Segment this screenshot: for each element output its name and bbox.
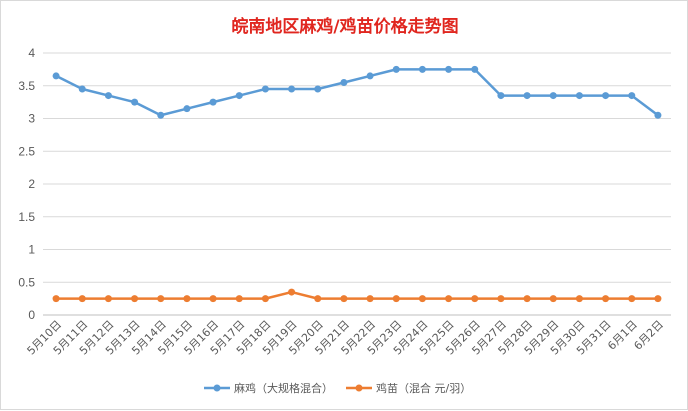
legend-item: 麻鸡（大规格混合）	[204, 381, 333, 395]
data-point	[314, 85, 322, 93]
legend-swatch-marker	[355, 384, 363, 392]
data-point	[654, 111, 662, 119]
legend-label: 麻鸡（大规格混合）	[234, 381, 333, 395]
data-point	[602, 92, 610, 100]
chart-title: 皖南地区麻鸡/鸡苗价格走势图	[231, 16, 458, 37]
data-point	[366, 72, 374, 80]
data-point	[471, 295, 479, 303]
data-point	[288, 85, 296, 93]
data-point	[654, 295, 662, 303]
data-point	[235, 295, 243, 303]
y-axis-ticks: 0 0.5 1 1.5 2 2.5 3 3.5 4	[18, 46, 35, 322]
data-point	[340, 295, 348, 303]
data-point	[497, 92, 505, 100]
data-point	[52, 72, 60, 80]
series-line	[56, 290, 658, 300]
series-line	[55, 68, 659, 117]
data-point	[52, 295, 60, 303]
data-point	[549, 92, 557, 100]
y-tick-label: 1.5	[18, 210, 35, 224]
data-point	[157, 295, 165, 303]
legend: 麻鸡（大规格混合） 鸡苗（混合 元/羽）	[204, 381, 471, 395]
data-point	[131, 98, 139, 106]
data-point	[523, 92, 531, 100]
y-tick-label: 4	[28, 46, 35, 60]
data-point	[445, 65, 453, 73]
data-point	[209, 98, 217, 106]
data-point	[523, 295, 531, 303]
y-tick-label: 3	[28, 112, 35, 126]
data-point	[235, 92, 243, 100]
data-point	[418, 65, 426, 73]
y-tick-label: 2	[28, 177, 35, 191]
series-0	[52, 65, 662, 119]
data-point	[288, 288, 296, 296]
y-tick-label: 0	[28, 308, 35, 322]
data-point	[628, 92, 636, 100]
data-point	[157, 111, 165, 119]
y-tick-label: 1	[28, 243, 35, 257]
x-tick-label: 6月2日	[631, 318, 666, 353]
data-point	[549, 295, 557, 303]
series-1	[52, 288, 662, 303]
legend-item: 鸡苗（混合 元/羽）	[346, 381, 471, 395]
data-point	[104, 295, 112, 303]
data-point	[183, 295, 191, 303]
data-point	[340, 78, 348, 86]
data-point	[366, 295, 374, 303]
legend-label: 鸡苗（混合 元/羽）	[376, 381, 471, 395]
data-point	[183, 105, 191, 113]
legend-swatch-marker	[213, 384, 221, 392]
data-point	[131, 295, 139, 303]
data-point	[445, 295, 453, 303]
data-point	[104, 92, 112, 100]
data-point	[575, 295, 583, 303]
data-point	[575, 92, 583, 100]
y-tick-label: 2.5	[18, 144, 35, 158]
y-tick-label: 0.5	[18, 275, 35, 289]
data-point	[392, 295, 400, 303]
data-point	[261, 85, 269, 93]
y-tick-label: 3.5	[18, 79, 35, 93]
data-point	[314, 295, 322, 303]
series-lines	[52, 65, 662, 303]
gridlines	[43, 52, 671, 316]
data-point	[392, 65, 400, 73]
data-point	[471, 65, 479, 73]
x-axis-ticks: 5月10日5月11日5月12日5月13日5月14日5月15日5月16日5月17日…	[25, 318, 666, 358]
data-point	[209, 295, 217, 303]
data-point	[418, 295, 426, 303]
data-point	[78, 85, 86, 93]
data-point	[497, 295, 505, 303]
data-point	[628, 295, 636, 303]
data-point	[78, 295, 86, 303]
data-point	[602, 295, 610, 303]
data-point	[261, 295, 269, 303]
